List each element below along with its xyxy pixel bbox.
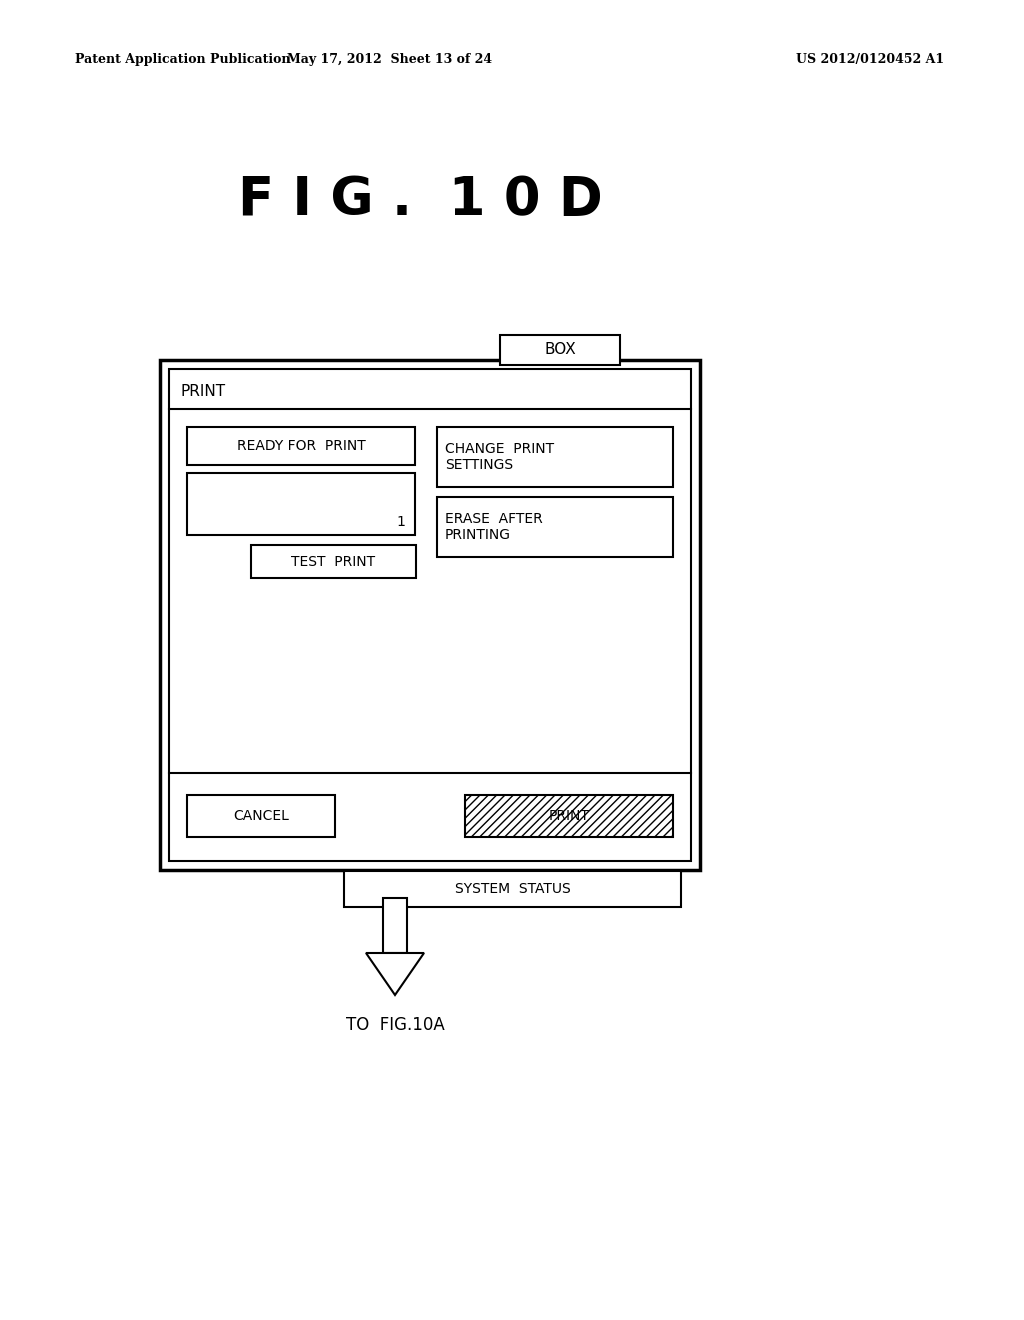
Bar [187,426,415,465]
Text: US 2012/0120452 A1: US 2012/0120452 A1 [796,54,944,66]
Bar [437,426,673,487]
Text: CHANGE  PRINT
SETTINGS: CHANGE PRINT SETTINGS [445,442,554,473]
Bar [169,370,691,861]
Bar [437,498,673,557]
Text: BOX: BOX [544,342,575,358]
Text: PRINT: PRINT [181,384,226,399]
Text: SYSTEM  STATUS: SYSTEM STATUS [455,882,570,896]
Bar [500,335,620,366]
Text: READY FOR  PRINT: READY FOR PRINT [237,440,366,453]
Text: PRINT: PRINT [549,809,590,822]
Bar [160,360,700,870]
Text: ERASE  AFTER
PRINTING: ERASE AFTER PRINTING [445,512,543,543]
Bar [187,795,335,837]
Bar [465,795,673,837]
Text: F I G .  1 0 D: F I G . 1 0 D [238,174,602,226]
Text: 1: 1 [396,515,406,529]
Bar [251,545,416,578]
Bar [187,473,415,535]
Text: TO  FIG.10A: TO FIG.10A [346,1016,444,1034]
Text: May 17, 2012  Sheet 13 of 24: May 17, 2012 Sheet 13 of 24 [288,54,493,66]
Bar [344,871,681,907]
Bar [383,898,407,953]
Text: Patent Application Publication: Patent Application Publication [75,54,291,66]
Polygon shape [366,953,424,995]
Text: TEST  PRINT: TEST PRINT [292,554,376,569]
Text: CANCEL: CANCEL [233,809,289,822]
